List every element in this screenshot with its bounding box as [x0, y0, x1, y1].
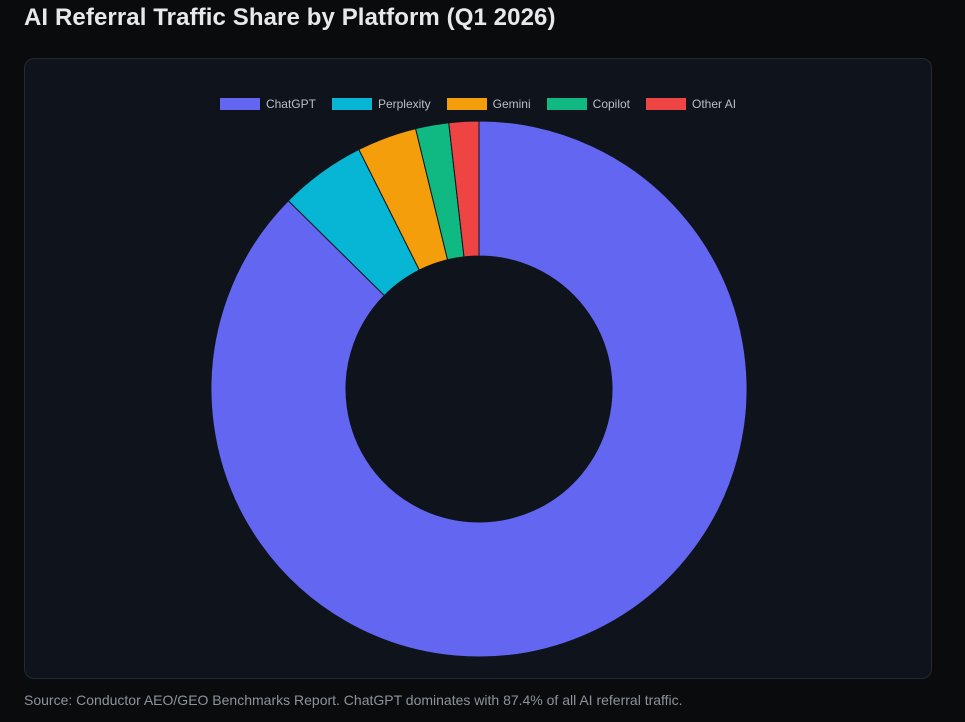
- slice-chatgpt[interactable]: [210, 120, 748, 658]
- legend-item-other-ai[interactable]: Other AI: [646, 97, 736, 111]
- slice-other-ai[interactable]: [448, 120, 480, 258]
- legend-swatch-other-ai: [646, 98, 687, 110]
- source-caption: Source: Conductor AEO/GEO Benchmarks Rep…: [24, 692, 683, 708]
- chart-legend: ChatGPT Perplexity Gemini Copilot Other AI: [25, 97, 931, 111]
- legend-item-perplexity[interactable]: Perplexity: [331, 97, 431, 111]
- legend-swatch-gemini: [446, 98, 487, 110]
- doughnut-chart: [210, 120, 748, 658]
- legend-label-copilot: Copilot: [592, 97, 631, 111]
- legend-swatch-chatgpt: [219, 98, 260, 110]
- legend-item-gemini[interactable]: Gemini: [446, 97, 531, 111]
- legend-item-copilot[interactable]: Copilot: [546, 97, 631, 111]
- legend-label-gemini: Gemini: [492, 97, 531, 111]
- page-title: AI Referral Traffic Share by Platform (Q…: [24, 4, 556, 31]
- legend-item-chatgpt[interactable]: ChatGPT: [219, 97, 316, 111]
- chart-card: ChatGPT Perplexity Gemini Copilot Other AI: [24, 58, 932, 679]
- legend-label-perplexity: Perplexity: [377, 97, 431, 111]
- legend-swatch-perplexity: [331, 98, 372, 110]
- legend-label-other-ai: Other AI: [692, 97, 737, 111]
- legend-swatch-copilot: [546, 98, 587, 110]
- legend-label-chatgpt: ChatGPT: [265, 97, 316, 111]
